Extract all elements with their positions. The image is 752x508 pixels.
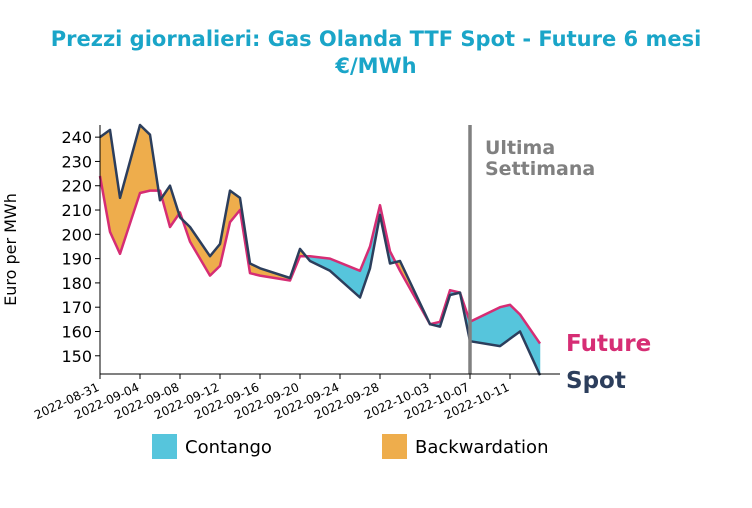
series-line-future — [98, 175, 542, 345]
legend-swatch-backwardation — [382, 434, 407, 459]
legend-label-backwardation: Backwardation — [415, 437, 548, 458]
y-tick-label: 230 — [61, 152, 92, 171]
legend-label-contango: Contango — [185, 437, 272, 458]
y-tick-label: 190 — [61, 250, 92, 269]
series-line-spot — [99, 123, 542, 376]
y-tick-label: 220 — [61, 177, 92, 196]
series-lines — [98, 123, 542, 376]
chart-title-line: Prezzi giornalieri: Gas Olanda TTF Spot … — [51, 27, 702, 51]
contango-area — [469, 306, 501, 347]
legend: Contango Backwardation — [152, 434, 548, 459]
y-tick-label: 180 — [61, 274, 92, 293]
end-label-spot: Spot — [566, 368, 626, 394]
ultima-settimana-label: Ultima — [485, 137, 555, 159]
chart-title: Prezzi giornalieri: Gas Olanda TTF Spot … — [51, 27, 702, 78]
legend-swatch-contango — [152, 434, 177, 459]
y-axis-label: Euro per MWh — [1, 193, 20, 306]
y-tick-label: 170 — [61, 298, 92, 317]
y-tick-label: 200 — [61, 225, 92, 244]
y-tick-label: 150 — [61, 347, 92, 366]
fill-areas — [99, 124, 541, 376]
series-end-labels: Future Spot — [566, 331, 651, 394]
end-label-future: Future — [566, 331, 651, 357]
backwardation-area — [139, 124, 151, 194]
y-tick-label: 210 — [61, 201, 92, 220]
ultima-settimana-label: Settimana — [485, 158, 595, 180]
y-tick-label: 160 — [61, 322, 92, 341]
y-axis-label-text: Euro per MWh — [1, 193, 20, 306]
chart-title-line: €/MWh — [334, 54, 416, 78]
y-tick-label: 240 — [61, 128, 92, 147]
